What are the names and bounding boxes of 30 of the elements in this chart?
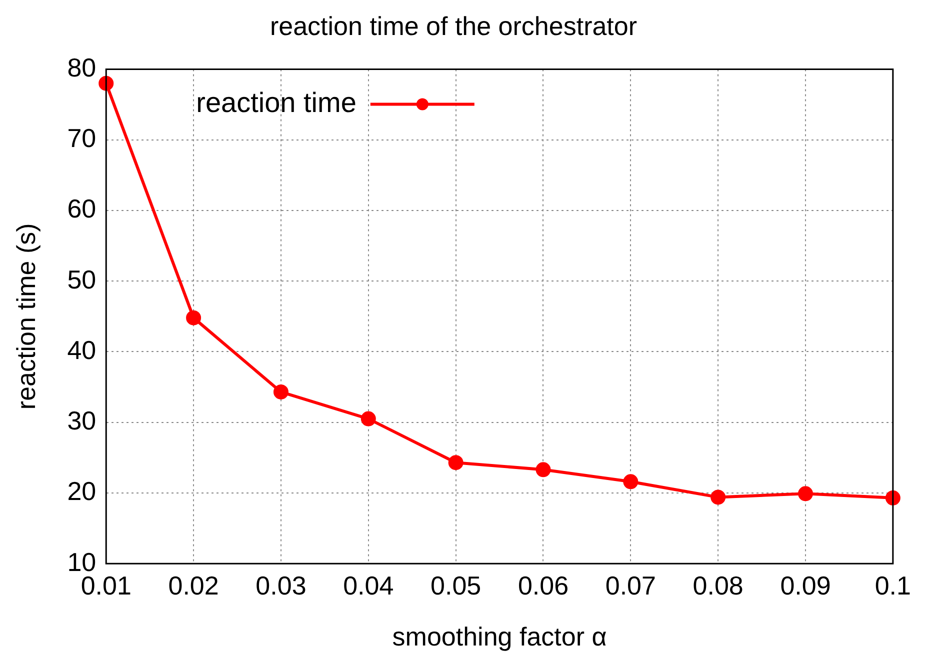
- y-axis-title: reaction time (s): [10, 223, 41, 410]
- x-tick-label: 0.07: [605, 570, 656, 600]
- point: [360, 411, 376, 426]
- x-axis-title: smoothing factor α: [392, 622, 607, 652]
- y-tick-label: 70: [67, 123, 96, 153]
- point: [448, 455, 464, 470]
- y-tick-label: 40: [67, 334, 96, 365]
- y-tick-label: 50: [67, 264, 96, 294]
- point: [273, 384, 288, 400]
- x-tick-label: 0.04: [343, 570, 394, 600]
- x-tick-label: 0.05: [430, 570, 482, 600]
- x-tick-label: 0.09: [780, 570, 831, 600]
- chart-title: reaction time of the orchestrator: [270, 10, 638, 41]
- x-tick-label: 0.1: [874, 570, 912, 600]
- point: [186, 310, 202, 326]
- x-tick-label: 0.08: [692, 570, 744, 600]
- x-tick-label: 0.06: [518, 570, 569, 600]
- point: [536, 462, 551, 478]
- y-tick-label: 20: [67, 476, 96, 506]
- point: [710, 490, 726, 505]
- point: [623, 474, 638, 490]
- y-tick-label: 30: [67, 406, 96, 436]
- point: [885, 490, 900, 506]
- x-tick-label: 0.02: [168, 570, 219, 600]
- point: [98, 76, 114, 91]
- legend-label: reaction time: [196, 86, 356, 118]
- x-tick-label: 0.03: [256, 570, 306, 600]
- point: [798, 486, 814, 502]
- y-tick-label: 80: [67, 52, 96, 82]
- y-tick-label: 60: [67, 194, 96, 224]
